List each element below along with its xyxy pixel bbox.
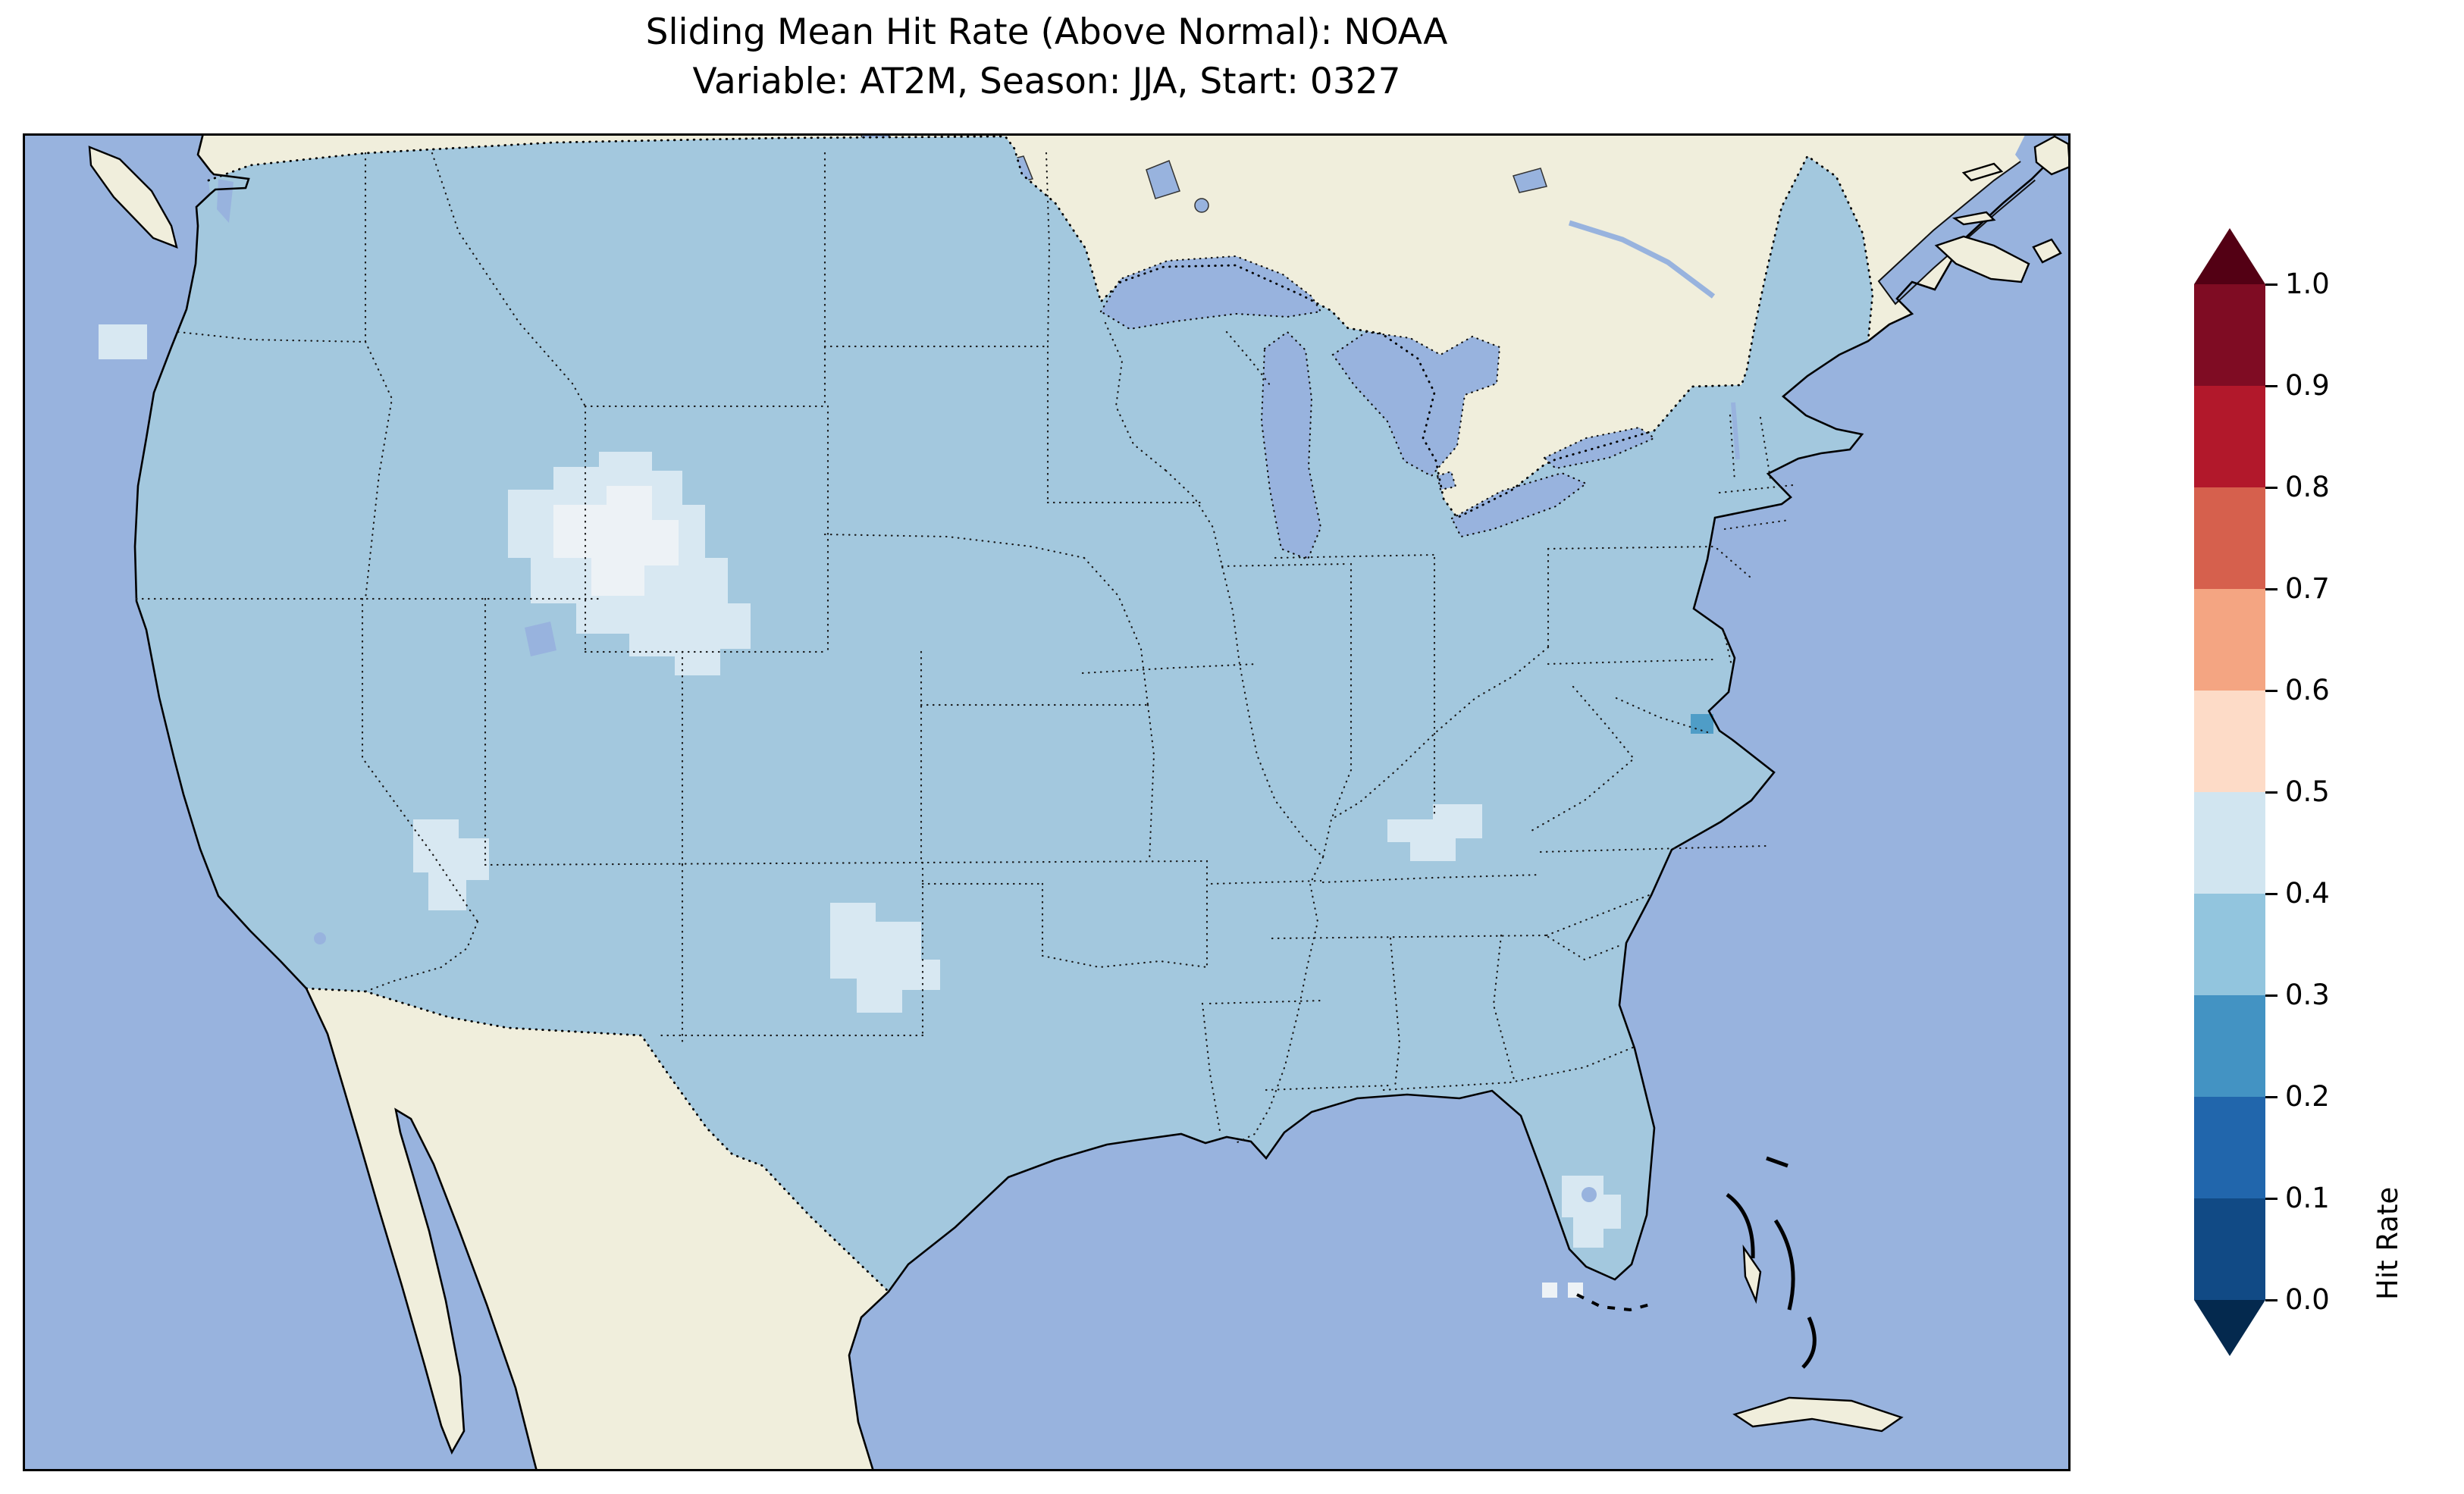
patch-south-florida — [1562, 1176, 1621, 1248]
bahama-arc-2 — [1773, 1219, 1795, 1311]
colorbar-tick-label: 0.6 — [2285, 674, 2330, 706]
colorbar-segment — [2194, 792, 2265, 894]
colorbar-segment — [2194, 1198, 2265, 1300]
florida-keys — [1576, 1293, 1654, 1312]
colorbar-label: Hit Rate — [2372, 1186, 2404, 1300]
lake-okeechobee — [1582, 1187, 1597, 1202]
colorbar-tick-label: 0.7 — [2285, 572, 2330, 605]
lake-st-clair — [1436, 470, 1457, 491]
patch-florida-cell-2 — [1568, 1283, 1583, 1298]
colorbar-segment — [2194, 995, 2265, 1097]
cuba — [1732, 1396, 1904, 1433]
colorbar: 1.0 0.9 0.8 0.7 0.6 0.5 0.4 0.3 0.2 0.1 0.0 Hit Ra… — [2194, 228, 2464, 1356]
patch-florida-cell-1 — [1542, 1283, 1557, 1298]
colorbar-tick-mark — [2265, 587, 2277, 590]
colorbar-segment — [2194, 1097, 2265, 1198]
colorbar-segment — [2194, 386, 2265, 487]
bahama-arc-1 — [1726, 1192, 1755, 1259]
figure-title: Sliding Mean Hit Rate (Above Normal): NO… — [23, 8, 2071, 106]
map-panel — [23, 133, 2071, 1471]
lake-huron — [1331, 330, 1501, 478]
colorbar-segment — [2194, 894, 2265, 995]
islands — [88, 135, 2071, 1433]
ottawa-river — [1568, 220, 1716, 299]
title-line-1: Sliding Mean Hit Rate (Above Normal): NO… — [645, 11, 1448, 53]
colorbar-arrow-under — [2194, 1300, 2265, 1356]
colorbar-tick-mark — [2265, 1197, 2277, 1200]
patch-tennessee — [1387, 804, 1482, 861]
patch-west-texas — [830, 903, 940, 1013]
colorbar-tick-mark — [2265, 384, 2277, 387]
colorbar-tick-mark — [2265, 994, 2277, 997]
bahamas-and-keys — [1576, 1156, 1817, 1369]
lake-ontario — [1543, 426, 1657, 470]
bahama-arc-3 — [1801, 1316, 1817, 1369]
colorbar-tick-label: 0.4 — [2285, 877, 2330, 910]
mexico-us-border — [305, 987, 890, 1293]
patch-washington-coast — [99, 324, 147, 359]
colorbar-tick-label: 0.9 — [2285, 369, 2330, 402]
map-border-frame — [23, 133, 2071, 1471]
coastlines — [133, 133, 2071, 1471]
title-line-2: Variable: AT2M, Season: JJA, Start: 0327 — [692, 61, 1401, 102]
colorbar-tick-mark — [2265, 892, 2277, 895]
andros-island — [1742, 1244, 1762, 1305]
interior-waters — [217, 179, 1740, 1202]
lake-michigan — [1260, 330, 1322, 561]
colorbar-tick-mark — [2265, 1298, 2277, 1301]
colorbar-tick-label: 0.5 — [2285, 775, 2330, 808]
colorbar-segment — [2194, 589, 2265, 691]
colorbar-tick-mark — [2265, 1095, 2277, 1098]
colorbar-tick-label: 0.0 — [2285, 1283, 2330, 1316]
colorbar-tick-label: 1.0 — [2285, 268, 2330, 300]
patch-utah-core — [553, 486, 679, 596]
salton-sea — [314, 932, 326, 944]
colorbar-arrow-over — [2194, 228, 2265, 284]
colorbar-segment — [2194, 284, 2265, 386]
great-lakes — [1099, 255, 1657, 561]
colorbar-tick-mark — [2265, 689, 2277, 692]
conus-hit-rate-map — [23, 133, 2071, 1471]
prince-edward-island — [1951, 211, 1996, 226]
colorbar-tick-label: 0.3 — [2285, 979, 2330, 1011]
us-hit-rate-field — [135, 136, 1873, 1292]
colorbar-tick-label: 0.1 — [2285, 1182, 2330, 1214]
colorbar-tick-label: 0.8 — [2285, 471, 2330, 503]
lake-erie — [1450, 471, 1588, 538]
national-borders — [207, 135, 1874, 1293]
colorbar-segment — [2194, 487, 2265, 589]
colorbar-body — [2194, 284, 2265, 1300]
colorbar-segment — [2194, 691, 2265, 792]
great-salt-lake — [525, 622, 556, 656]
canada-us-border — [207, 135, 1874, 519]
lake-champlain — [1731, 402, 1740, 460]
colorbar-tick-mark — [2265, 791, 2277, 794]
lake-superior — [1099, 255, 1322, 330]
colorbar-tick-mark — [2265, 283, 2277, 286]
colorbar-tick-label: 0.2 — [2285, 1080, 2330, 1113]
vancouver-island — [88, 146, 178, 249]
anticosti-island — [1961, 162, 2004, 182]
state-boundaries — [135, 152, 1795, 1145]
patch-arizona — [413, 819, 489, 910]
hit-rate-light-patches — [99, 324, 1713, 1298]
colorbar-tick-mark — [2265, 486, 2277, 489]
nova-scotia — [1934, 235, 2030, 283]
grand-bahama — [1766, 1156, 1788, 1168]
cape-breton — [2032, 238, 2062, 264]
